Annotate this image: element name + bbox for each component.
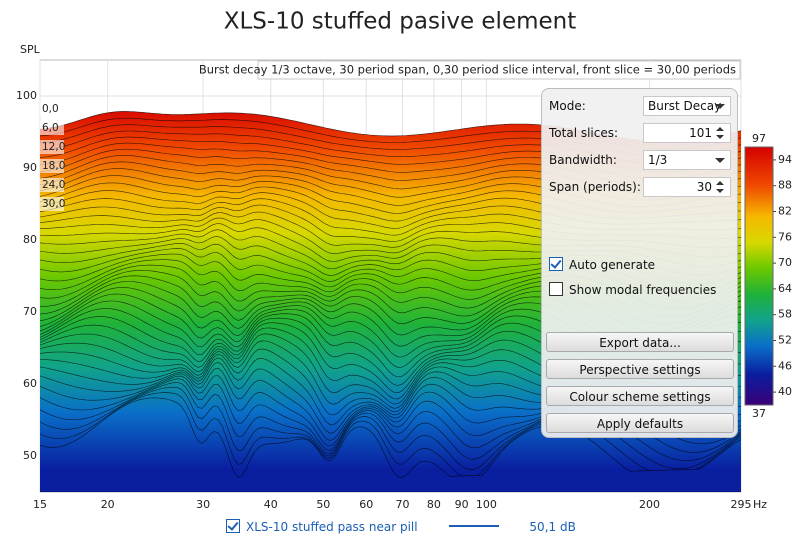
slice-label-bg	[40, 159, 64, 173]
x-tick-label: 40	[264, 498, 278, 511]
colour-scale-bar	[744, 146, 774, 406]
checkbox-label: Show modal frequencies	[569, 283, 717, 297]
export-button[interactable]: Export data...	[546, 332, 734, 352]
colour-scale-label: 58	[778, 308, 792, 321]
y-tick-label: 80	[23, 233, 37, 246]
slice-label: 24,0	[42, 179, 65, 191]
x-axis-unit: Hz	[753, 498, 767, 511]
colour-scale-label: 76	[778, 230, 792, 243]
waterfall-slice	[40, 397, 741, 492]
colour-scheme-button[interactable]: Colour scheme settings	[546, 386, 734, 406]
x-tick-label: 20	[101, 498, 115, 511]
field-label: Span (periods):	[549, 180, 641, 194]
checkbox-label: Auto generate	[569, 258, 656, 272]
colour-scale-min: 37	[752, 407, 766, 420]
colour-scale-label: 88	[778, 179, 792, 192]
checkbox-row[interactable]: Auto generate	[549, 256, 655, 274]
info-text: Burst decay 1/3 octave, 30 period span, …	[199, 63, 736, 77]
x-tick-label: 80	[427, 498, 441, 511]
y-tick-label: 50	[23, 449, 37, 462]
colour-scale-label: 46	[778, 359, 792, 372]
slice-label-bg	[40, 197, 64, 211]
y-axis-label: SPL	[20, 43, 41, 56]
colour-scale-label: 40	[778, 385, 792, 398]
slice-label: 6,0	[42, 122, 59, 134]
colour-scale-label: 94	[778, 153, 792, 166]
bandwidth-dropdown[interactable]: 1/3	[643, 150, 731, 170]
y-tick-label: 100	[16, 89, 37, 102]
slice-label-bg	[40, 140, 64, 154]
y-tick-label: 70	[23, 305, 37, 318]
field-label: Mode:	[549, 99, 586, 113]
colour-scale-max: 97	[752, 132, 766, 145]
x-tick-label: 70	[395, 498, 409, 511]
x-tick-label: 15	[33, 498, 47, 511]
legend-line	[449, 525, 500, 527]
legend-name: XLS-10 stuffed pass near pill	[246, 520, 418, 534]
colour-scale-label: 82	[778, 205, 792, 218]
legend: XLS-10 stuffed pass near pill 50,1 dB	[226, 518, 576, 536]
legend-checkbox[interactable]	[226, 519, 240, 533]
slice-label: 18,0	[42, 160, 65, 172]
x-tick-label: 90	[455, 498, 469, 511]
field-label: Bandwidth:	[549, 153, 617, 167]
chart-title: XLS-10 stuffed pasive element	[224, 9, 577, 35]
slice-label-bg	[40, 178, 64, 192]
mode-dropdown[interactable]: Burst Decay	[643, 96, 731, 116]
field-label: Total slices:	[549, 126, 619, 140]
x-tick-label: 50	[316, 498, 330, 511]
y-tick-label: 90	[23, 161, 37, 174]
info-box	[257, 60, 741, 80]
slice-label-bg	[40, 102, 64, 116]
x-tick-label: 295	[731, 498, 752, 511]
slice-label: 30,0	[42, 198, 65, 210]
legend-value: 50,1 dB	[529, 520, 576, 534]
x-tick-label: 30	[196, 498, 210, 511]
y-tick-label: 60	[23, 377, 37, 390]
x-tick-label: 60	[359, 498, 373, 511]
span-spinner[interactable]: 30	[643, 177, 731, 197]
x-tick-label: 100	[476, 498, 497, 511]
colour-scale-label: 64	[778, 282, 792, 295]
checkbox-row[interactable]: Show modal frequencies	[549, 281, 716, 299]
perspective-button[interactable]: Perspective settings	[546, 359, 734, 379]
checkbox[interactable]	[549, 282, 563, 296]
slice-label: 0,0	[42, 103, 59, 115]
x-tick-label: 200	[639, 498, 660, 511]
slice-label-bg	[40, 121, 64, 135]
slices-spinner[interactable]: 101	[643, 123, 731, 143]
settings-panel: Mode: Burst Decay Total slices: 101 Band…	[541, 88, 738, 438]
colour-scale-label: 70	[778, 256, 792, 269]
slice-label: 12,0	[42, 141, 65, 153]
checkbox[interactable]	[549, 257, 563, 271]
defaults-button[interactable]: Apply defaults	[546, 413, 734, 433]
colour-scale-label: 52	[778, 334, 792, 347]
